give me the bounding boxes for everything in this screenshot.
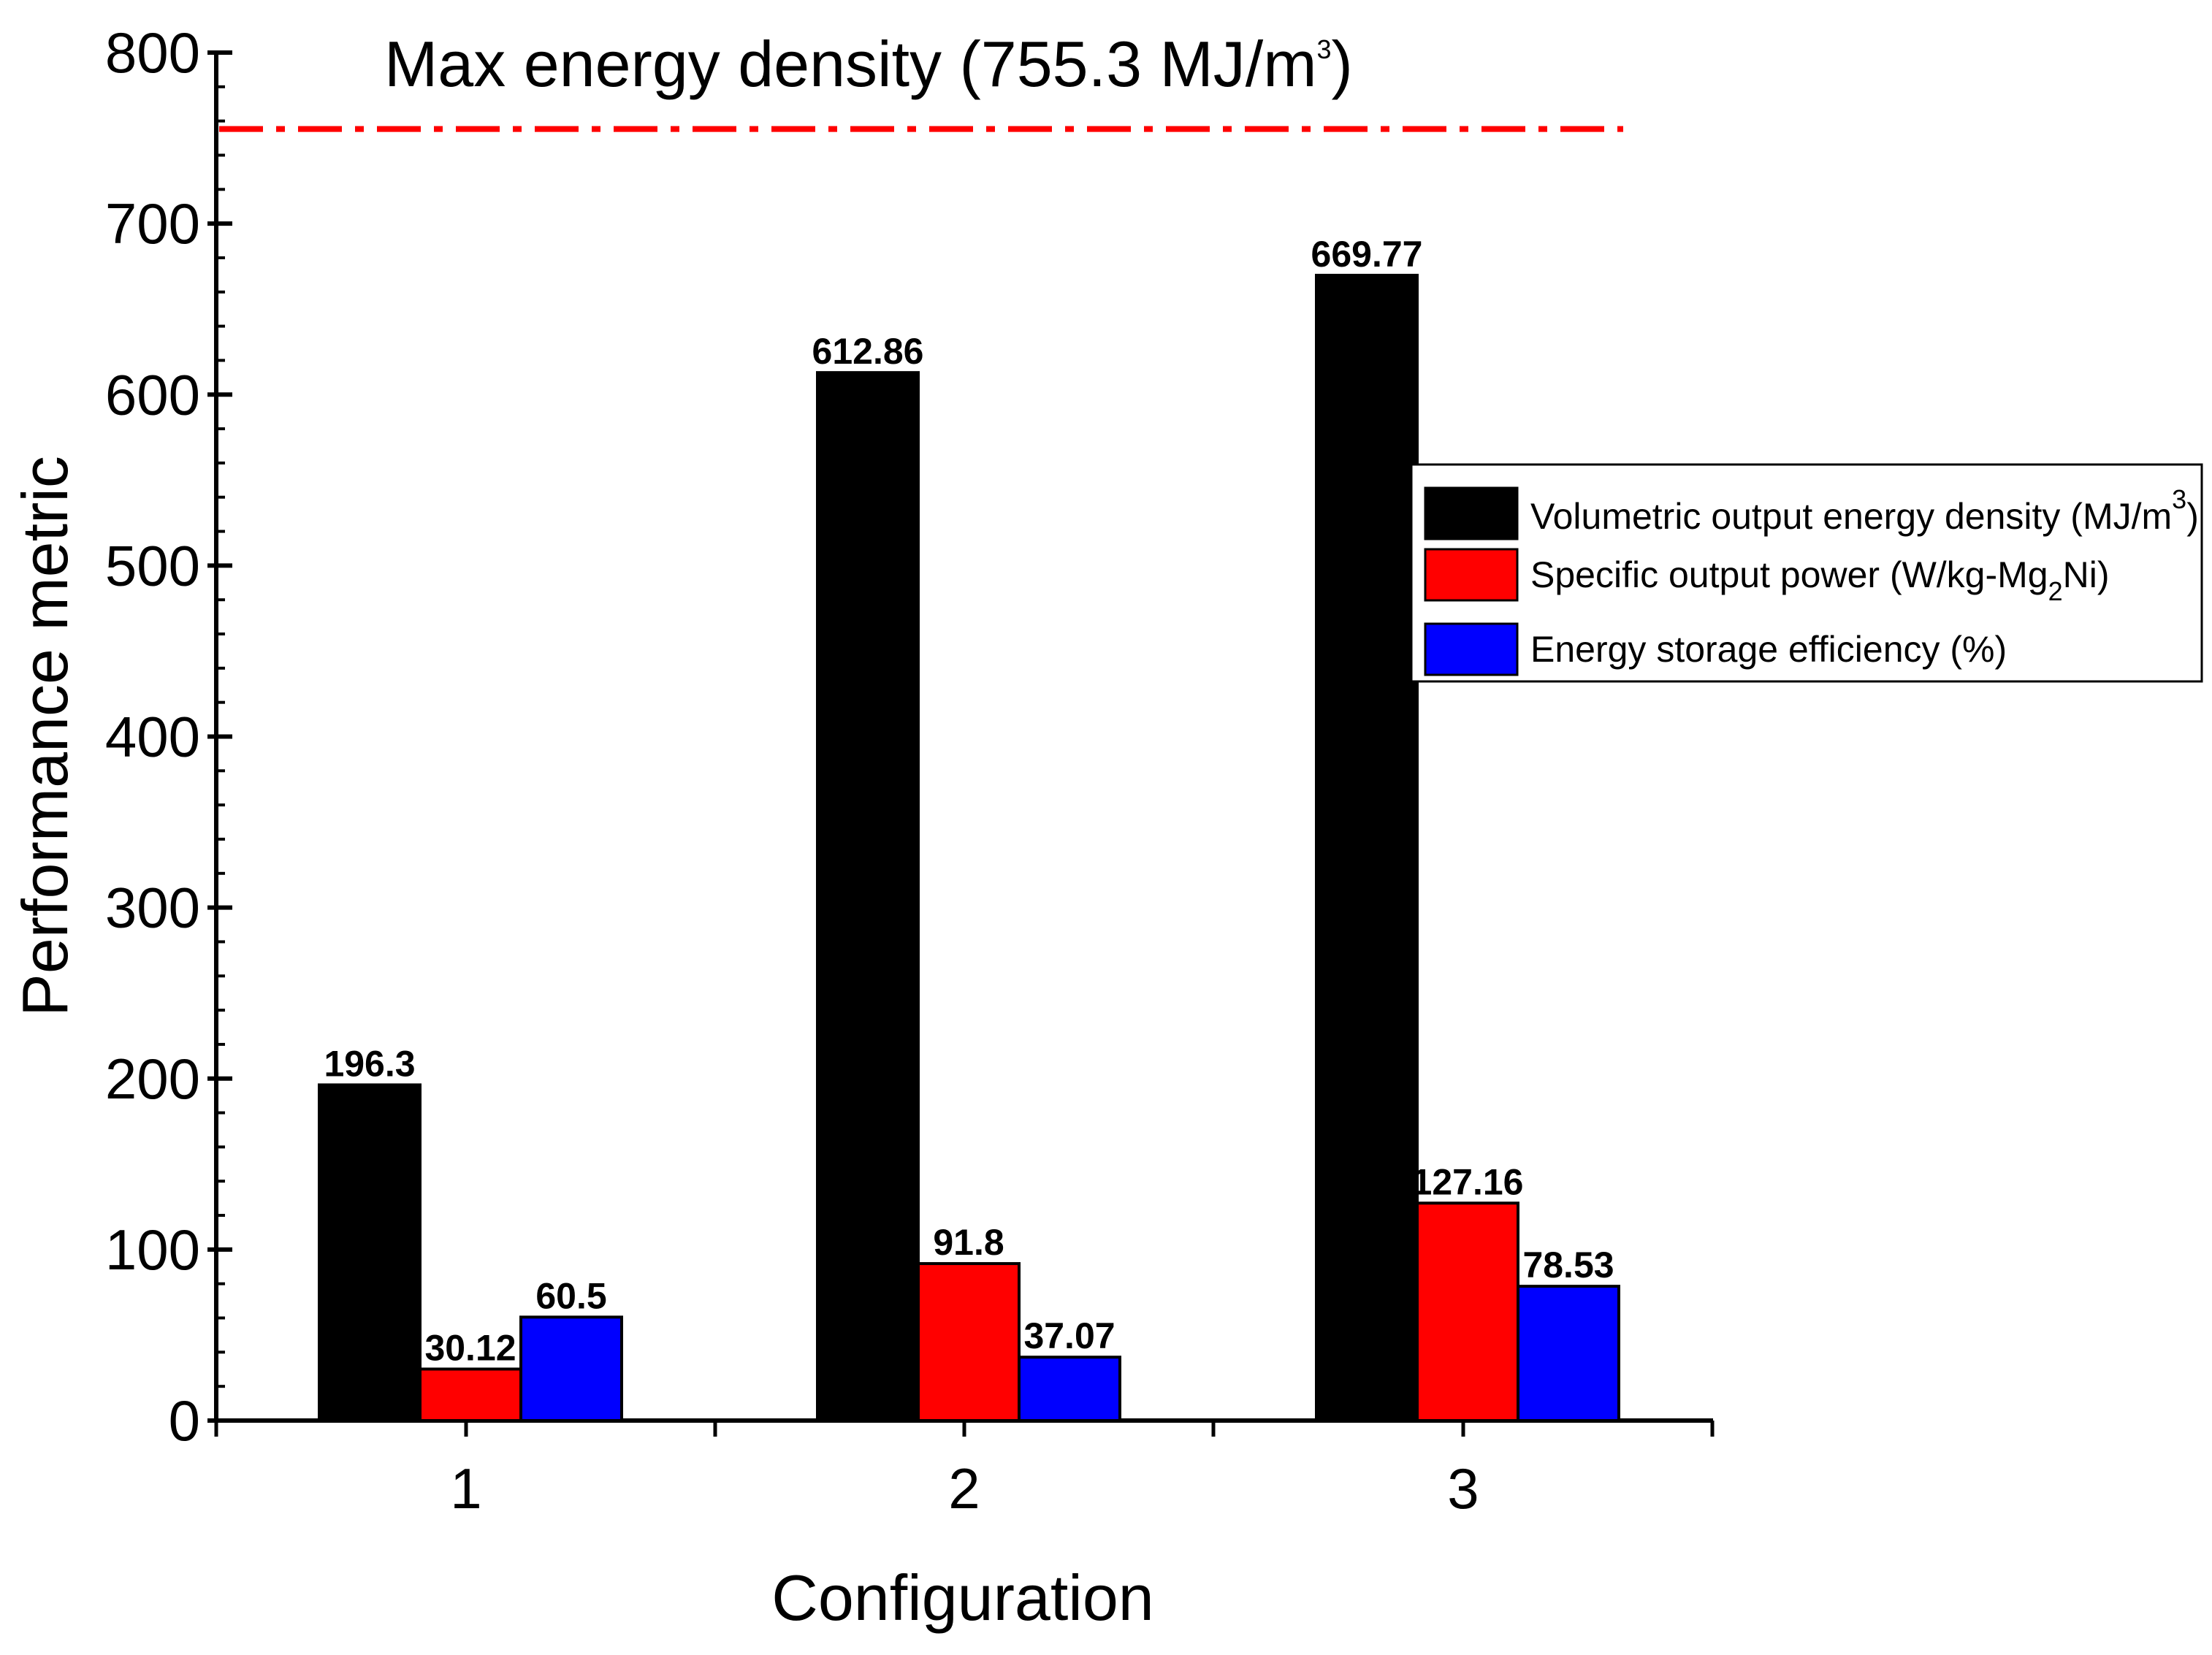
bar-value-label: 30.12 (424, 1327, 516, 1368)
x-tick-label: 3 (1447, 1456, 1479, 1521)
bar-volumetric-energy-density (318, 1083, 422, 1422)
reference-line-group: Max energy density (755.3 MJ/m3) (219, 28, 1623, 132)
bar-value-label: 91.8 (933, 1222, 1004, 1263)
bar-value-label: 612.86 (812, 331, 924, 372)
legend-swatch-specific-power (1424, 548, 1519, 602)
bar-value-label: 196.3 (324, 1043, 415, 1084)
legend-label-specific-power: Specific output power (W/kg-Mg2Ni) (1530, 554, 2110, 606)
y-tick-label: 100 (105, 1218, 200, 1282)
bar-specific-output-power (419, 1367, 522, 1423)
data-labels: 196.3 30.12 60.5 612.86 91.8 37.07 669.77 127.1… (324, 234, 1614, 1369)
bar-energy-storage-efficiency (1018, 1356, 1121, 1422)
y-axis-ticks: 0 100 200 300 400 500 600 700 800 (105, 20, 232, 1453)
bar-value-label: 669.77 (1311, 234, 1423, 275)
bar-value-label: 78.53 (1522, 1245, 1614, 1285)
bar-value-label: 37.07 (1023, 1315, 1115, 1356)
bar-specific-output-power (917, 1262, 1021, 1422)
legend-swatch-volumetric (1424, 486, 1519, 540)
bar-volumetric-energy-density (1315, 273, 1419, 1422)
bar-energy-storage-efficiency (519, 1315, 623, 1422)
y-tick-label: 400 (105, 705, 200, 769)
x-tick-label: 1 (450, 1456, 481, 1521)
legend-label-efficiency: Energy storage efficiency (%) (1530, 629, 2007, 670)
legend: Volumetric output energy density (MJ/m3)… (1410, 463, 2203, 683)
bar-energy-storage-efficiency (1517, 1285, 1620, 1422)
legend-frame (1410, 463, 2203, 683)
bars (318, 273, 1620, 1423)
bar-volumetric-energy-density (816, 371, 920, 1423)
max-energy-density-label: Max energy density (755.3 MJ/m3) (384, 28, 1353, 100)
y-tick-label: 500 (105, 533, 200, 597)
bar-value-label: 127.16 (1412, 1161, 1524, 1202)
legend-label-volumetric: Volumetric output energy density (MJ/m3) (1530, 484, 2199, 537)
y-tick-label: 300 (105, 876, 200, 940)
axes: 0 100 200 300 400 500 600 700 800 1 2 3 (105, 20, 1715, 1521)
y-axis-title: Performance metric (9, 456, 81, 1017)
y-tick-label: 600 (105, 362, 200, 427)
legend-swatch-efficiency (1424, 622, 1519, 676)
y-tick-label: 800 (105, 20, 200, 85)
x-axis-ticks: 1 2 3 (214, 1421, 1715, 1521)
y-tick-label: 700 (105, 191, 200, 256)
y-tick-label: 0 (169, 1388, 200, 1453)
bar-specific-output-power (1416, 1201, 1519, 1422)
x-axis-title: Configuration (771, 1562, 1153, 1634)
bar-value-label: 60.5 (535, 1275, 606, 1316)
y-tick-label: 200 (105, 1047, 200, 1111)
x-tick-label: 2 (948, 1456, 980, 1521)
